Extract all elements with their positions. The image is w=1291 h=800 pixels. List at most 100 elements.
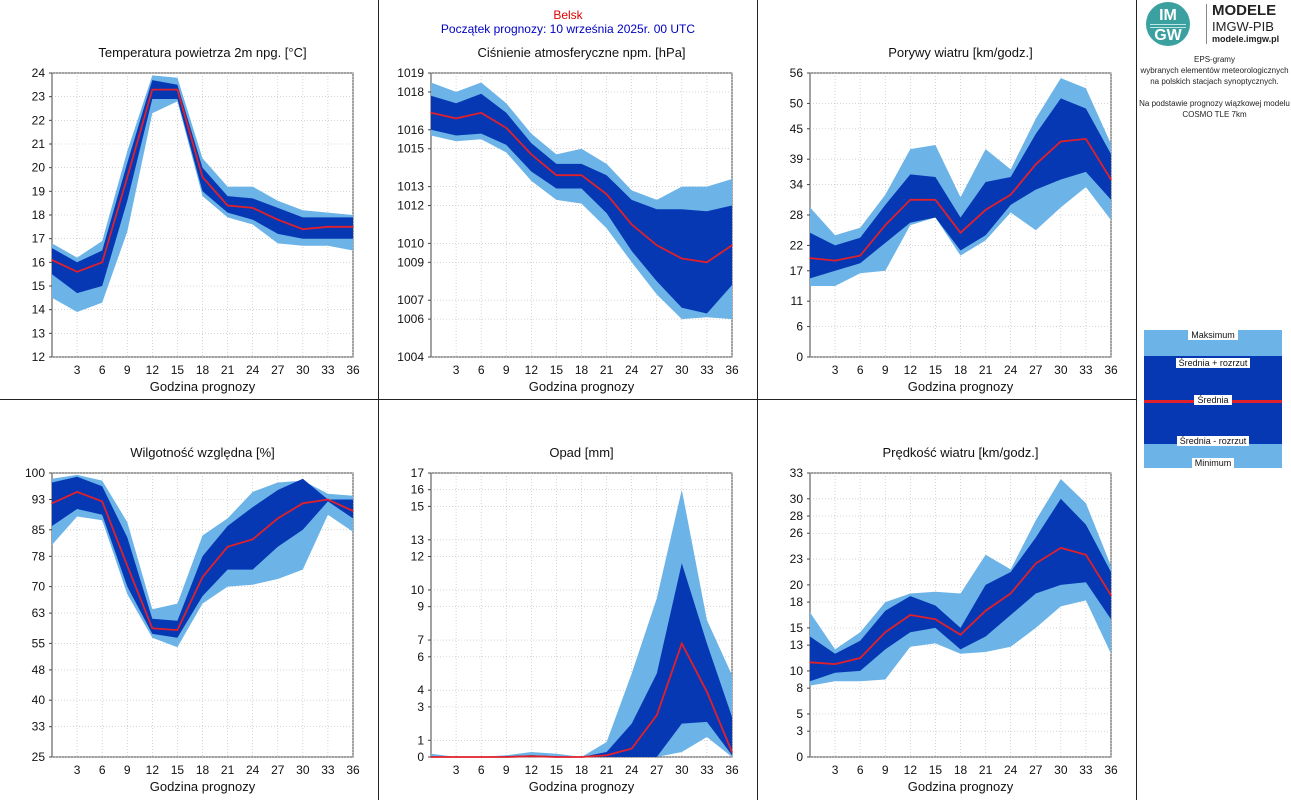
y-tick-label: 23 xyxy=(32,90,46,104)
y-tick-label: 85 xyxy=(32,523,46,537)
desc-line: wybranych elementów meteorologicznych xyxy=(1140,66,1289,75)
mean-point xyxy=(984,609,987,612)
chart-title: Wilgotność względna [%] xyxy=(130,445,275,460)
band-min-max xyxy=(52,75,353,313)
mean-point xyxy=(555,174,558,177)
y-tick-label: 17 xyxy=(790,264,804,278)
chart-panel-pressure: Ciśnienie atmosferyczne npm. [hPa] 1004 10… xyxy=(379,0,757,399)
chart-svg: Temperatura powietrza 2m npg. [°C] 12 13 14… xyxy=(32,45,360,394)
y-tick-label: 1013 xyxy=(397,180,424,194)
mean-point xyxy=(101,500,103,503)
x-tick-label: 15 xyxy=(550,763,564,777)
mean-point xyxy=(630,223,633,226)
mean-point xyxy=(352,226,354,228)
mean-point xyxy=(530,153,533,156)
x-tick-label: 21 xyxy=(600,363,614,377)
x-tick-label: 6 xyxy=(857,763,864,777)
mean-point xyxy=(251,207,254,209)
x-tick-label: 21 xyxy=(979,763,993,777)
y-tick-label: 1006 xyxy=(397,312,424,326)
y-tick-label: 1 xyxy=(417,733,424,747)
mean-point xyxy=(76,491,78,493)
y-tick-label: 13 xyxy=(790,638,804,652)
mean-point xyxy=(809,257,811,259)
x-tick-label: 30 xyxy=(296,763,310,777)
y-tick-label: 11 xyxy=(791,294,804,308)
mean-point xyxy=(605,193,608,195)
mean-point xyxy=(226,546,229,548)
x-tick-label: 33 xyxy=(1079,763,1093,777)
x-axis-label: Godzina prognozy xyxy=(529,779,635,794)
mean-point xyxy=(984,209,987,211)
mean-point xyxy=(302,502,304,505)
x-tick-label: 9 xyxy=(124,763,131,777)
mean-point xyxy=(630,747,633,750)
mean-point xyxy=(1009,193,1012,196)
y-tick-label: 1016 xyxy=(397,123,424,137)
mean-point xyxy=(51,259,53,261)
x-tick-label: 24 xyxy=(246,763,260,777)
y-tick-label: 34 xyxy=(790,178,804,192)
legend-min-label: Minimum xyxy=(1191,458,1235,468)
chart-title: Opad [mm] xyxy=(549,445,613,460)
mean-point xyxy=(706,261,708,264)
y-tick-label: 30 xyxy=(790,492,804,506)
y-tick-label: 28 xyxy=(790,509,804,523)
mean-point xyxy=(151,88,154,91)
mean-point xyxy=(530,755,533,757)
x-tick-label: 33 xyxy=(700,763,714,777)
x-tick-label: 18 xyxy=(954,363,968,377)
y-tick-label: 24 xyxy=(32,66,46,80)
mean-point xyxy=(934,618,937,621)
mean-point xyxy=(1085,553,1087,556)
x-tick-label: 15 xyxy=(171,363,185,377)
y-tick-label: 6 xyxy=(417,650,424,664)
x-axis-label: Godzina prognozy xyxy=(908,379,1014,394)
x-tick-label: 27 xyxy=(650,363,664,377)
chart-title: Ciśnienie atmosferyczne npm. [hPa] xyxy=(477,45,685,60)
x-tick-label: 30 xyxy=(675,763,689,777)
y-tick-label: 33 xyxy=(32,720,46,734)
x-axis-label: Godzina prognozy xyxy=(150,379,256,394)
chart-title: Prędkość wiatru [km/godz.] xyxy=(882,445,1038,460)
y-tick-label: 6 xyxy=(796,320,803,334)
chart-header: Belsk Początek prognozy: 10 września 202… xyxy=(380,8,756,36)
y-tick-label: 17 xyxy=(411,466,425,480)
y-tick-label: 13 xyxy=(411,533,425,547)
chart-panel-temperature: Temperatura powietrza 2m npg. [°C] 12 13 14… xyxy=(0,0,378,399)
mean-point xyxy=(1085,138,1087,140)
y-tick-label: 7 xyxy=(417,633,424,647)
x-tick-label: 3 xyxy=(453,763,460,777)
logo-emblem-top: IM xyxy=(1159,7,1177,24)
x-tick-label: 33 xyxy=(700,363,714,377)
x-tick-label: 6 xyxy=(478,363,485,377)
x-tick-label: 30 xyxy=(1054,363,1068,377)
y-tick-label: 15 xyxy=(790,621,804,635)
mean-point xyxy=(505,756,508,758)
x-tick-label: 27 xyxy=(650,763,664,777)
y-tick-label: 9 xyxy=(417,600,424,614)
forecast-start: Początek prognozy: 10 września 2025r. 00… xyxy=(440,22,696,36)
x-tick-label: 21 xyxy=(221,363,235,377)
y-tick-label: 50 xyxy=(790,96,804,110)
y-tick-label: 40 xyxy=(32,693,46,707)
mean-point xyxy=(51,502,53,505)
y-tick-label: 23 xyxy=(790,552,804,566)
y-tick-label: 12 xyxy=(32,350,46,364)
panel-divider xyxy=(378,0,379,800)
y-tick-label: 8 xyxy=(796,681,803,695)
y-tick-label: 3 xyxy=(417,700,424,714)
mean-point xyxy=(1034,163,1037,166)
mean-point xyxy=(480,111,482,114)
chart-title: Temperatura powietrza 2m npg. [°C] xyxy=(98,45,306,60)
x-tick-label: 21 xyxy=(600,763,614,777)
desc-line: na polskich stacjach synoptycznych. xyxy=(1150,77,1279,86)
y-tick-label: 3 xyxy=(796,724,803,738)
mean-point xyxy=(1060,140,1062,143)
chart-panel-precipitation: Opad [mm] 0 1 3 4 6 7 9 10 12 13 15 16 17 3 6 9 12 15 18 21 2… xyxy=(379,400,757,799)
x-tick-label: 9 xyxy=(503,363,510,377)
y-tick-label: 55 xyxy=(32,636,46,650)
x-tick-label: 9 xyxy=(124,363,131,377)
y-tick-label: 45 xyxy=(790,122,804,136)
band-spread xyxy=(810,98,1111,279)
